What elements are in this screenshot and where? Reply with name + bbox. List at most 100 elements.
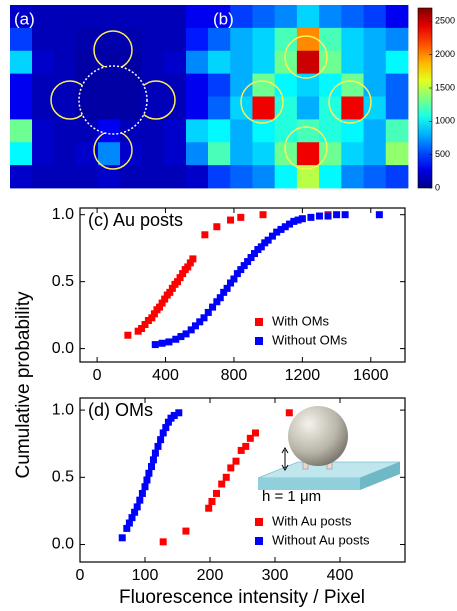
annotation: h = 1 μm [262,488,321,505]
x-tick-label: 0 [76,567,85,584]
heat-cell [364,5,387,28]
heat-cell [208,142,231,165]
heat-cell [10,142,32,165]
heat-cell [186,142,208,165]
heat-cell [252,5,275,28]
point [376,211,383,218]
x-tick-label: 1200 [285,367,321,384]
point [119,534,126,541]
heat-cell [164,165,186,188]
heat-cell [230,165,253,188]
heat-cell [364,28,387,51]
y-tick-label: 0.0 [52,536,74,553]
heat-cell [208,97,231,120]
point [205,505,212,512]
heat-cell [32,74,54,97]
heat-cell [142,51,164,74]
panel-title: (d) OMs [88,400,153,420]
heat-cell [297,51,320,74]
heat-cell [142,119,164,142]
heat-cell [364,51,387,74]
x-tick-label: 400 [327,567,354,584]
heat-cell [32,142,54,165]
heat-cell [164,119,186,142]
legend-label: With Au posts [272,513,352,528]
heat-cell [76,119,98,142]
point [307,214,314,221]
y-tick-label: 0.5 [52,273,74,290]
point [134,503,141,510]
point [136,497,143,504]
point [227,217,234,224]
x-tick-label: 800 [221,367,248,384]
heat-cell [32,5,54,28]
heat-cell [208,74,231,97]
heat-cell [341,97,364,120]
colorbar-tick-label: 1500 [435,82,455,92]
heat-cell [10,165,32,188]
colorbar-tick-label: 0 [435,182,440,192]
heat-cell [297,5,320,28]
heat-cell [98,97,120,120]
heat-cell [364,142,387,165]
heat-cell [341,74,364,97]
point [201,231,208,238]
heat-cell [386,97,409,120]
heat-cell [142,5,164,28]
point [237,214,244,221]
point [213,490,220,497]
heat-cell [252,74,275,97]
heat-cell [297,97,320,120]
point [182,528,189,535]
heat-cell [186,28,208,51]
heat-cell [98,74,120,97]
panel-title: (c) Au posts [88,210,183,230]
heat-cell [142,28,164,51]
legend-marker [255,318,263,326]
heat-cell [319,165,342,188]
heat-cell [341,142,364,165]
x-tick-label: 300 [262,567,289,584]
heat-cell [54,28,76,51]
colorbar [418,8,432,188]
page: (a) (b) h = 1 μm Cumulative probability … [0,0,457,611]
panel-label: (b) [213,9,234,28]
heat-cell [76,5,98,28]
point [252,429,259,436]
heat-cell [32,119,54,142]
heat-cell [319,5,342,28]
heat-cell [275,165,298,188]
heat-cell [297,28,320,51]
heat-cell [386,28,409,51]
point [299,215,306,222]
heat-cell [208,119,231,142]
heat-cell [142,165,164,188]
point [175,409,182,416]
heat-cell [10,28,32,51]
heat-cell [386,5,409,28]
colorbar-tick-label: 500 [435,149,450,159]
heat-cell [341,51,364,74]
point [148,463,155,470]
heat-cell [54,119,76,142]
point [143,477,150,484]
heat-cell [186,5,208,28]
heat-cell [98,51,120,74]
x-axis-label: Fluorescence intensity / Pixel [119,587,365,608]
colorbar-tick-label: 2500 [435,16,455,26]
x-tick-label: 1600 [353,367,389,384]
heat-cell [98,142,120,165]
legend-marker [255,337,263,345]
y-tick-label: 1.0 [52,401,74,418]
heat-cell [54,142,76,165]
heat-cell [164,28,186,51]
heat-cell [32,28,54,51]
heat-cell [164,142,186,165]
point [159,340,166,347]
heat-cell [54,51,76,74]
x-tick-label: 200 [197,567,224,584]
heat-cell [386,119,409,142]
heat-cell [341,5,364,28]
point [152,341,159,348]
heat-cell [230,119,253,142]
